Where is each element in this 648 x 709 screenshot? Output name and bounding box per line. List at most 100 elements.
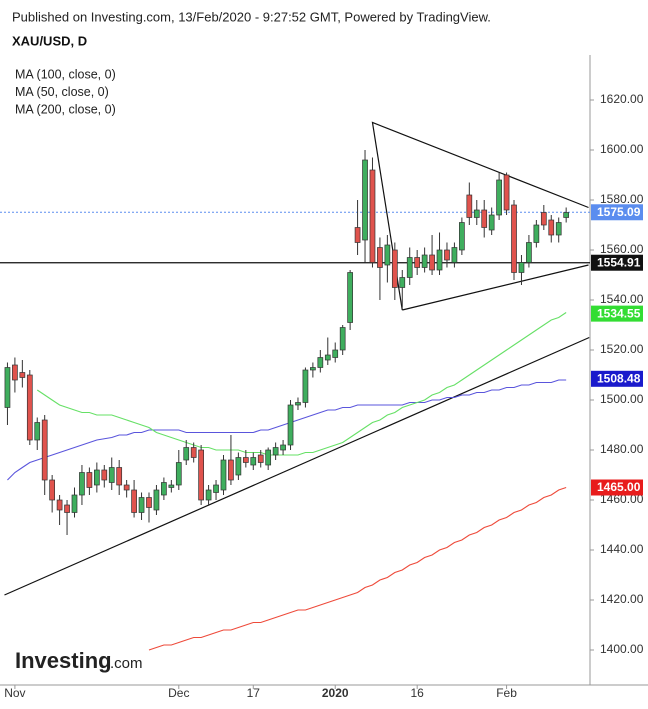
candle-body bbox=[146, 497, 152, 508]
candle-body bbox=[511, 204, 517, 273]
candle-body bbox=[64, 504, 70, 513]
x-tick-label: Feb bbox=[496, 686, 517, 700]
y-tick-label: 1420.00 bbox=[600, 592, 644, 606]
candle-body bbox=[272, 447, 279, 456]
candle-body bbox=[347, 272, 353, 323]
candle-body bbox=[548, 219, 555, 236]
y-tick-label: 1620.00 bbox=[600, 92, 644, 106]
candle-body bbox=[280, 444, 286, 451]
candle-body bbox=[190, 447, 197, 458]
price-tag bbox=[591, 370, 643, 387]
candle-body bbox=[481, 209, 488, 228]
ma-line bbox=[36, 312, 567, 456]
ma-line bbox=[148, 486, 567, 651]
candle-body bbox=[391, 249, 398, 288]
candle-body bbox=[175, 462, 182, 486]
candle-body bbox=[563, 212, 570, 218]
price-tag-label: 1508.48 bbox=[597, 371, 641, 385]
trendline bbox=[4, 336, 590, 596]
price-tag-label: 1554.91 bbox=[597, 255, 641, 269]
candle-body bbox=[257, 454, 264, 463]
candle-body bbox=[205, 489, 212, 501]
candle-body bbox=[220, 459, 227, 491]
candle-body bbox=[56, 499, 63, 511]
candle-body bbox=[496, 179, 502, 216]
candle-body bbox=[161, 482, 167, 496]
x-tick-label: Nov bbox=[4, 686, 25, 700]
trendline bbox=[402, 264, 589, 311]
y-tick-label: 1600.00 bbox=[600, 142, 644, 156]
candle-body bbox=[213, 484, 219, 493]
candle-body bbox=[332, 349, 339, 358]
candle-body bbox=[488, 214, 495, 231]
price-tag-label: 1465.00 bbox=[597, 480, 641, 494]
candle-body bbox=[183, 447, 190, 461]
watermark-suffix: .com bbox=[110, 655, 143, 672]
ma-line bbox=[7, 379, 567, 481]
candle-body bbox=[429, 254, 435, 271]
y-tick-label: 1480.00 bbox=[600, 442, 644, 456]
source-line: Published on Investing.com, 13/Feb/2020 … bbox=[12, 9, 491, 24]
y-tick-label: 1520.00 bbox=[600, 342, 644, 356]
chart-title: XAU/USD, D bbox=[12, 33, 87, 48]
candle-body bbox=[235, 457, 242, 476]
legend-entry: MA (200, close, 0) bbox=[15, 102, 116, 116]
candle-body bbox=[377, 247, 383, 268]
candle-body bbox=[362, 159, 368, 241]
y-tick-label: 1560.00 bbox=[600, 242, 644, 256]
candle-body bbox=[93, 469, 100, 486]
plot-area bbox=[0, 121, 590, 651]
x-tick-label: 2020 bbox=[322, 686, 349, 700]
candle-body bbox=[503, 174, 510, 211]
candle-body bbox=[459, 222, 465, 251]
price-tag-label: 1534.55 bbox=[597, 306, 641, 320]
y-tick-label: 1440.00 bbox=[600, 542, 644, 556]
candle-body bbox=[473, 209, 480, 218]
candle-body bbox=[131, 489, 137, 513]
trendline bbox=[371, 121, 589, 311]
candle-body bbox=[444, 249, 450, 261]
candle-body bbox=[108, 467, 115, 483]
candle-body bbox=[287, 404, 294, 446]
legend-entry: MA (50, close, 0) bbox=[15, 85, 109, 99]
candle-body bbox=[310, 367, 316, 371]
candle-body bbox=[250, 457, 257, 466]
candle-body bbox=[49, 479, 55, 501]
y-tick-label: 1500.00 bbox=[600, 392, 644, 406]
x-tick-label: 16 bbox=[410, 686, 424, 700]
candle-body bbox=[339, 327, 346, 351]
candle-body bbox=[518, 262, 525, 273]
candle-body bbox=[79, 472, 85, 496]
y-tick-label: 1540.00 bbox=[600, 292, 644, 306]
candle-body bbox=[41, 419, 48, 481]
candle-body bbox=[153, 489, 160, 511]
candle-body bbox=[384, 244, 391, 266]
candle-body bbox=[19, 372, 26, 378]
price-tag bbox=[591, 204, 643, 221]
candle-body bbox=[421, 254, 428, 268]
x-tick-label: Dec bbox=[168, 686, 189, 700]
candle-body bbox=[302, 369, 309, 403]
y-tick-label: 1580.00 bbox=[600, 192, 644, 206]
candle-body bbox=[399, 277, 406, 288]
candle-body bbox=[354, 227, 361, 243]
candle-body bbox=[198, 449, 204, 501]
candle-body bbox=[86, 472, 93, 488]
candle-body bbox=[324, 354, 331, 361]
candle-body bbox=[406, 257, 413, 278]
candle-body bbox=[540, 212, 547, 226]
candle-body bbox=[138, 497, 145, 513]
candle-body bbox=[12, 364, 18, 381]
candle-body bbox=[26, 374, 33, 441]
candle-body bbox=[34, 422, 41, 441]
candle-body bbox=[451, 247, 458, 263]
candle-body bbox=[116, 467, 123, 486]
candle-body bbox=[4, 367, 11, 408]
candle-body bbox=[436, 249, 443, 271]
candle-body bbox=[466, 194, 473, 218]
candle-body bbox=[533, 224, 540, 243]
watermark: Investing bbox=[15, 648, 112, 673]
candle-body bbox=[242, 457, 249, 463]
price-tag bbox=[591, 305, 643, 322]
